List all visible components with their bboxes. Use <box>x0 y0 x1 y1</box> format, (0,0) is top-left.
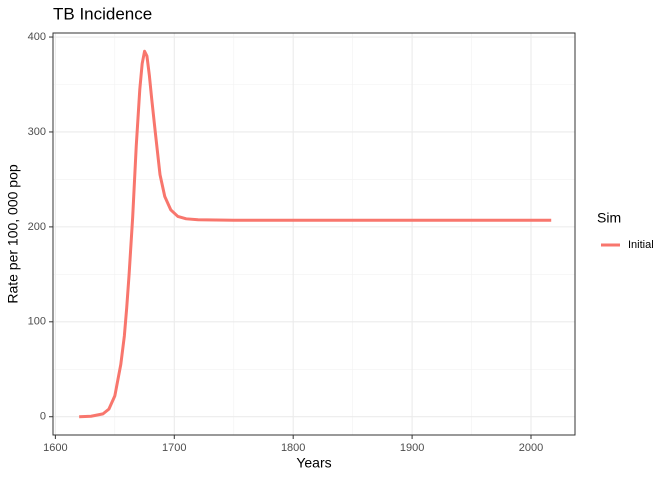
data-line <box>79 49 552 419</box>
x-tick-label: 1600 <box>43 442 67 454</box>
panel-border <box>52 32 576 436</box>
x-tick-label: 2000 <box>519 442 543 454</box>
chart-title: TB Incidence <box>53 4 152 23</box>
legend-label: Initial <box>628 239 654 251</box>
y-tick-label: 100 <box>28 316 46 328</box>
y-tick-label: 400 <box>28 31 46 43</box>
y-axis-label: Rate per 100, 000 pop <box>5 164 21 304</box>
legend-title: Sim <box>597 210 621 226</box>
y-tick-label: 300 <box>28 126 46 138</box>
x-tick-label: 1900 <box>400 442 424 454</box>
y-tick-label: 200 <box>28 221 46 233</box>
y-tick-label: 0 <box>40 411 46 423</box>
x-axis-label: Years <box>296 455 331 471</box>
x-tick-label: 1700 <box>162 442 186 454</box>
x-tick-label: 1800 <box>281 442 305 454</box>
